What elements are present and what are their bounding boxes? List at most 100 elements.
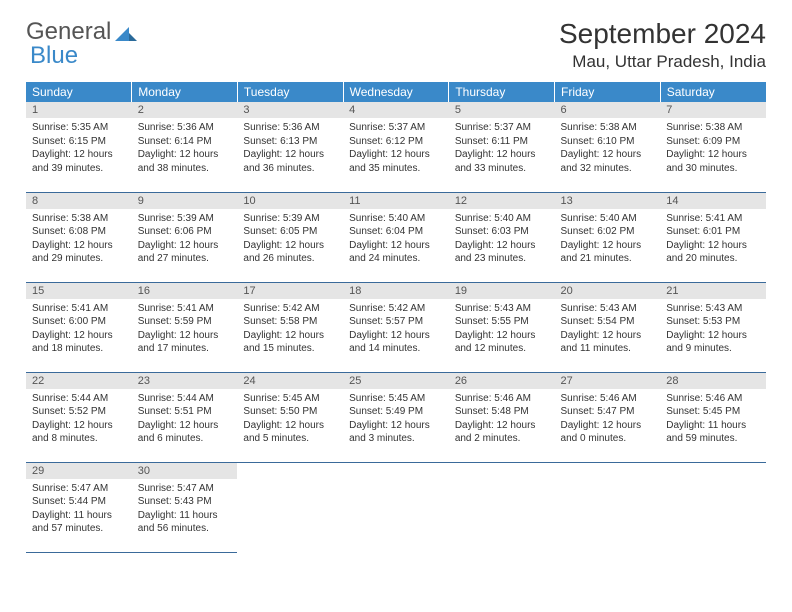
calendar-cell: 19Sunrise: 5:43 AMSunset: 5:55 PMDayligh…	[449, 282, 555, 372]
day-number: 28	[660, 373, 766, 389]
day-line: Sunrise: 5:47 AM	[138, 482, 232, 496]
day-number: 22	[26, 373, 132, 389]
day-number: 30	[132, 463, 238, 479]
day-number: 1	[26, 102, 132, 118]
day-number: 15	[26, 283, 132, 299]
location: Mau, Uttar Pradesh, India	[559, 52, 766, 72]
day-number: 24	[237, 373, 343, 389]
day-line: Daylight: 12 hours	[138, 419, 232, 433]
day-line: Daylight: 12 hours	[138, 148, 232, 162]
day-line: and 8 minutes.	[32, 432, 126, 446]
day-line: Daylight: 12 hours	[561, 329, 655, 343]
day-line: Sunrise: 5:39 AM	[138, 212, 232, 226]
day-line: Sunrise: 5:47 AM	[32, 482, 126, 496]
calendar-cell: 1Sunrise: 5:35 AMSunset: 6:15 PMDaylight…	[26, 102, 132, 192]
day-body: Sunrise: 5:46 AMSunset: 5:45 PMDaylight:…	[660, 389, 766, 449]
day-line: Sunset: 6:05 PM	[243, 225, 337, 239]
day-line: Daylight: 12 hours	[666, 239, 760, 253]
day-line: Sunrise: 5:36 AM	[138, 121, 232, 135]
day-line: Sunset: 6:12 PM	[349, 135, 443, 149]
day-body: Sunrise: 5:44 AMSunset: 5:52 PMDaylight:…	[26, 389, 132, 449]
day-line: Sunset: 6:08 PM	[32, 225, 126, 239]
calendar-table: SundayMondayTuesdayWednesdayThursdayFrid…	[26, 82, 766, 553]
day-line: and 23 minutes.	[455, 252, 549, 266]
calendar-cell: 28Sunrise: 5:46 AMSunset: 5:45 PMDayligh…	[660, 372, 766, 462]
day-line: Sunset: 5:51 PM	[138, 405, 232, 419]
calendar-cell: 6Sunrise: 5:38 AMSunset: 6:10 PMDaylight…	[555, 102, 661, 192]
calendar-cell: 8Sunrise: 5:38 AMSunset: 6:08 PMDaylight…	[26, 192, 132, 282]
day-line: and 57 minutes.	[32, 522, 126, 536]
day-number: 19	[449, 283, 555, 299]
day-line: Sunset: 5:48 PM	[455, 405, 549, 419]
calendar-cell: 14Sunrise: 5:41 AMSunset: 6:01 PMDayligh…	[660, 192, 766, 282]
day-line: Sunset: 6:09 PM	[666, 135, 760, 149]
calendar-cell: 2 Sunrise: 5:36 AMSunset: 6:14 PMDaylight…	[132, 102, 238, 192]
day-line: Sunrise: 5:45 AM	[349, 392, 443, 406]
day-line: Daylight: 12 hours	[561, 239, 655, 253]
calendar-cell: 27Sunrise: 5:46 AMSunset: 5:47 PMDayligh…	[555, 372, 661, 462]
day-body: Sunrise: 5:43 AMSunset: 5:55 PMDaylight:…	[449, 299, 555, 359]
day-line: Sunset: 6:03 PM	[455, 225, 549, 239]
calendar-cell: 4Sunrise: 5:37 AMSunset: 6:12 PMDaylight…	[343, 102, 449, 192]
day-line: and 36 minutes.	[243, 162, 337, 176]
day-line: and 14 minutes.	[349, 342, 443, 356]
day-line: Sunset: 6:10 PM	[561, 135, 655, 149]
day-line: Daylight: 12 hours	[32, 148, 126, 162]
day-line: Daylight: 12 hours	[243, 239, 337, 253]
day-body: Sunrise: 5:38 AMSunset: 6:10 PMDaylight:…	[555, 118, 661, 178]
calendar-head: SundayMondayTuesdayWednesdayThursdayFrid…	[26, 82, 766, 102]
day-number: 26	[449, 373, 555, 389]
day-number: 27	[555, 373, 661, 389]
day-body: Sunrise: 5:47 AMSunset: 5:43 PMDaylight:…	[132, 479, 238, 539]
day-line: and 2 minutes.	[455, 432, 549, 446]
day-line: Sunset: 6:14 PM	[138, 135, 232, 149]
day-body: Sunrise: 5:47 AMSunset: 5:44 PMDaylight:…	[26, 479, 132, 539]
month-title: September 2024	[559, 18, 766, 50]
day-line: Sunset: 5:53 PM	[666, 315, 760, 329]
day-line: and 21 minutes.	[561, 252, 655, 266]
day-line: Daylight: 12 hours	[455, 419, 549, 433]
day-line: Sunrise: 5:39 AM	[243, 212, 337, 226]
day-line: and 12 minutes.	[455, 342, 549, 356]
day-line: and 38 minutes.	[138, 162, 232, 176]
day-body: Sunrise: 5:43 AMSunset: 5:54 PMDaylight:…	[555, 299, 661, 359]
day-number: 10	[237, 193, 343, 209]
day-body: Sunrise: 5:45 AMSunset: 5:49 PMDaylight:…	[343, 389, 449, 449]
day-line: Sunrise: 5:44 AM	[138, 392, 232, 406]
day-number: 2	[132, 102, 238, 118]
day-number: 23	[132, 373, 238, 389]
day-line: and 26 minutes.	[243, 252, 337, 266]
day-body: Sunrise: 5:40 AMSunset: 6:03 PMDaylight:…	[449, 209, 555, 269]
day-line: and 20 minutes.	[666, 252, 760, 266]
day-line: Daylight: 12 hours	[243, 148, 337, 162]
day-number: 18	[343, 283, 449, 299]
day-body: Sunrise: 5:42 AMSunset: 5:57 PMDaylight:…	[343, 299, 449, 359]
day-body: Sunrise: 5:40 AMSunset: 6:04 PMDaylight:…	[343, 209, 449, 269]
day-line: Daylight: 12 hours	[455, 239, 549, 253]
calendar-week-row: 15Sunrise: 5:41 AMSunset: 6:00 PMDayligh…	[26, 282, 766, 372]
calendar-cell: 10 Sunrise: 5:39 AMSunset: 6:05 PMDayligh…	[237, 192, 343, 282]
day-line: Sunrise: 5:37 AM	[455, 121, 549, 135]
day-line: Sunrise: 5:35 AM	[32, 121, 126, 135]
day-line: Daylight: 12 hours	[138, 239, 232, 253]
day-line: Sunset: 6:04 PM	[349, 225, 443, 239]
day-line: and 15 minutes.	[243, 342, 337, 356]
day-body: Sunrise: 5:37 AMSunset: 6:12 PMDaylight:…	[343, 118, 449, 178]
calendar-week-row: 8Sunrise: 5:38 AMSunset: 6:08 PMDaylight…	[26, 192, 766, 282]
day-line: Sunrise: 5:40 AM	[455, 212, 549, 226]
day-number: 29	[26, 463, 132, 479]
calendar-cell: 17Sunrise: 5:42 AMSunset: 5:58 PMDayligh…	[237, 282, 343, 372]
day-line: Sunrise: 5:46 AM	[561, 392, 655, 406]
calendar-cell: 3Sunrise: 5:36 AMSunset: 6:13 PMDaylight…	[237, 102, 343, 192]
day-line: Daylight: 12 hours	[666, 329, 760, 343]
day-body: Sunrise: 5:46 AMSunset: 5:48 PMDaylight:…	[449, 389, 555, 449]
day-line: Sunset: 5:55 PM	[455, 315, 549, 329]
day-body: Sunrise: 5:35 AMSunset: 6:15 PMDaylight:…	[26, 118, 132, 178]
day-number: 12	[449, 193, 555, 209]
day-line: Daylight: 12 hours	[349, 148, 443, 162]
title-block: September 2024 Mau, Uttar Pradesh, India	[559, 18, 766, 72]
day-body: Sunrise: 5:42 AMSunset: 5:58 PMDaylight:…	[237, 299, 343, 359]
day-number: 16	[132, 283, 238, 299]
calendar-cell	[660, 462, 766, 552]
calendar-cell: 26Sunrise: 5:46 AMSunset: 5:48 PMDayligh…	[449, 372, 555, 462]
